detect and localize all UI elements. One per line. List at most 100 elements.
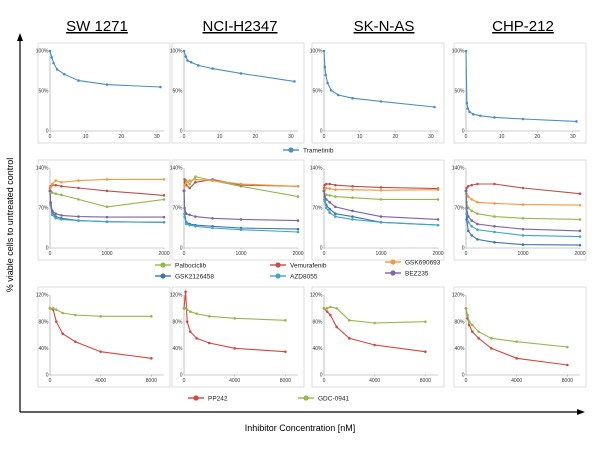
data-point-trametinib	[55, 68, 59, 71]
data-point-palbociclib	[328, 194, 332, 197]
data-point-gdc-0941	[284, 319, 287, 322]
data-point-palbociclib	[470, 209, 474, 213]
data-point-bez235	[105, 215, 109, 219]
legend-swatch-marker	[275, 273, 281, 279]
x-tick-label: 0	[49, 378, 52, 384]
data-point-vemurafenib	[470, 183, 474, 187]
y-tick-label: 100%	[170, 49, 183, 55]
data-point-vemurafenib	[493, 182, 496, 186]
data-point-trametinib	[196, 64, 200, 67]
data-point-palbociclib	[476, 212, 479, 216]
data-point-gsk2126458	[476, 238, 479, 241]
data-point-trametinib	[159, 85, 162, 89]
data-point-azd8055	[436, 223, 440, 227]
data-point-trametinib	[293, 80, 296, 83]
legend-swatch-marker	[303, 395, 309, 401]
data-point-azd8055	[470, 224, 474, 228]
y-tick-label: 0	[320, 129, 323, 135]
data-point-gsk690693	[324, 186, 328, 190]
y-tick-label: 50%	[312, 89, 323, 95]
legend-label: GDC-0941	[318, 395, 349, 402]
data-point-azd8055	[334, 215, 337, 218]
x-tick-label: 20	[392, 134, 398, 140]
data-point-azd8055	[296, 230, 300, 234]
y-axis-label: % viable cells to untreated control	[5, 158, 15, 293]
legend-item-trametinib: Trametinib	[283, 147, 334, 154]
data-point-azd8055	[328, 211, 332, 214]
data-point-azd8055	[521, 234, 525, 237]
data-point-vemurafenib	[188, 186, 191, 190]
legend-swatch-marker	[275, 262, 281, 268]
data-point-gsk2126458	[334, 212, 337, 216]
legend-swatch-marker	[160, 262, 166, 268]
y-tick-label: 140%	[452, 166, 465, 172]
cell-line-title-chp-212: CHP-212	[492, 18, 554, 35]
data-point-vemurafenib	[162, 194, 166, 197]
data-point-gdc-0941	[208, 315, 211, 318]
y-tick-label: 0	[462, 246, 465, 252]
y-tick-label: 40%	[312, 346, 323, 352]
data-point-gdc-0941	[74, 313, 77, 317]
panel-r1-sk-n-as: 0 50% 100% 0 10 20 30	[310, 42, 445, 144]
data-point-gdc-0941	[233, 317, 236, 320]
data-point-palbociclib	[54, 192, 57, 196]
data-point-bez235	[323, 195, 326, 198]
panel-frame	[453, 286, 587, 388]
y-tick-label: 120%	[36, 293, 49, 299]
cell-line-title-sw-1271: SW 1271	[66, 18, 128, 35]
panel-frame	[37, 159, 171, 261]
legend-item-vemurafenib: Vemurafenib	[270, 262, 327, 269]
data-point-bez235	[334, 205, 337, 209]
data-point-gdc-0941	[99, 315, 102, 318]
data-point-palbociclib	[296, 195, 300, 198]
data-point-bez235	[324, 198, 328, 201]
legend-label: GSK2126458	[175, 273, 214, 280]
data-point-gsk690693	[296, 184, 300, 188]
data-point-gsk690693	[54, 179, 57, 182]
data-point-bez235	[54, 212, 57, 216]
data-point-gsk690693	[162, 178, 166, 181]
data-point-gsk2126458	[351, 215, 354, 218]
data-point-trametinib	[48, 49, 52, 53]
data-point-azd8055	[162, 220, 166, 224]
x-tick-label: 10	[499, 134, 505, 140]
data-point-azd8055	[324, 206, 328, 210]
data-point-trametinib	[186, 59, 189, 62]
panel-r1-nci-h2347: 0 50% 100% 0 10 20 30	[170, 42, 305, 144]
data-point-bez235	[351, 209, 354, 213]
data-point-azd8055	[54, 216, 57, 220]
y-tick-label: 70%	[312, 206, 323, 212]
x-tick-label: 8000	[562, 378, 573, 384]
data-point-bez235	[77, 215, 80, 218]
data-point-gsk2126458	[470, 234, 474, 237]
data-point-gsk690693	[476, 200, 479, 204]
panel-frame	[453, 42, 587, 144]
data-point-gdc-0941	[322, 307, 326, 310]
data-point-gdc-0941	[329, 305, 332, 309]
data-point-gsk690693	[334, 188, 337, 192]
legend-item-gsk2126458: GSK2126458	[155, 273, 214, 280]
x-tick-label: 0	[183, 251, 186, 257]
data-point-bez235	[322, 189, 326, 193]
y-tick-label: 50%	[454, 89, 465, 95]
data-point-pp242	[471, 330, 474, 333]
data-point-gdc-0941	[48, 307, 52, 310]
legend-label: Vemurafenib	[290, 262, 327, 269]
x-tick-label: 1000	[235, 251, 246, 257]
data-point-bez235	[183, 206, 186, 210]
data-point-bez235	[60, 214, 63, 217]
panel-r1-chp-212: 0 50% 100% 0 10 20 30	[452, 42, 587, 144]
data-point-vemurafenib	[465, 186, 468, 190]
y-tick-label: 0	[46, 129, 49, 135]
data-point-gsk690693	[239, 182, 243, 186]
data-point-gsk2126458	[466, 229, 470, 233]
y-tick-label: 100%	[36, 49, 49, 55]
legend-swatch-marker	[160, 273, 166, 279]
x-tick-label: 2000	[158, 251, 169, 257]
data-point-pp242	[477, 337, 480, 340]
x-tick-label: 0	[49, 251, 52, 257]
y-tick-label: 100%	[452, 49, 465, 55]
data-point-vemurafenib	[60, 184, 63, 188]
data-point-palbociclib	[521, 216, 525, 220]
